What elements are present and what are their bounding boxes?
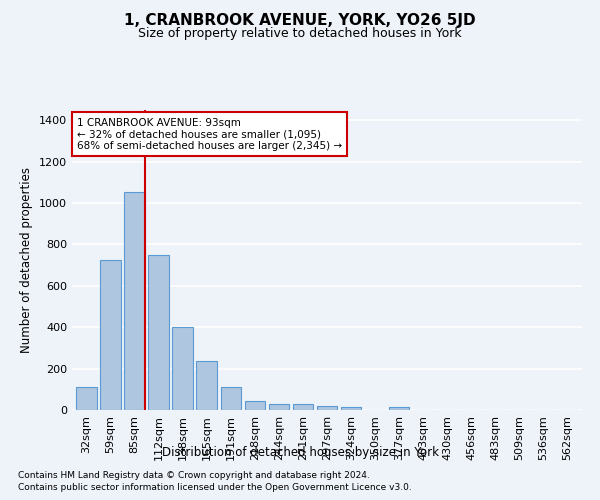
Text: 1, CRANBROOK AVENUE, YORK, YO26 5JD: 1, CRANBROOK AVENUE, YORK, YO26 5JD xyxy=(124,12,476,28)
Bar xyxy=(245,400,265,410)
Bar xyxy=(293,404,313,410)
Bar xyxy=(341,407,361,410)
Text: Contains public sector information licensed under the Open Government Licence v3: Contains public sector information licen… xyxy=(18,484,412,492)
Text: Distribution of detached houses by size in York: Distribution of detached houses by size … xyxy=(161,446,439,459)
Bar xyxy=(196,362,217,410)
Bar xyxy=(148,255,169,410)
Text: Contains HM Land Registry data © Crown copyright and database right 2024.: Contains HM Land Registry data © Crown c… xyxy=(18,471,370,480)
Text: Size of property relative to detached houses in York: Size of property relative to detached ho… xyxy=(138,28,462,40)
Bar xyxy=(124,192,145,410)
Bar xyxy=(389,407,409,410)
Bar xyxy=(100,260,121,410)
Bar xyxy=(221,387,241,410)
Bar xyxy=(172,327,193,410)
Y-axis label: Number of detached properties: Number of detached properties xyxy=(20,167,34,353)
Bar xyxy=(269,404,289,410)
Bar xyxy=(317,406,337,410)
Text: 1 CRANBROOK AVENUE: 93sqm
← 32% of detached houses are smaller (1,095)
68% of se: 1 CRANBROOK AVENUE: 93sqm ← 32% of detac… xyxy=(77,118,342,150)
Bar xyxy=(76,387,97,410)
